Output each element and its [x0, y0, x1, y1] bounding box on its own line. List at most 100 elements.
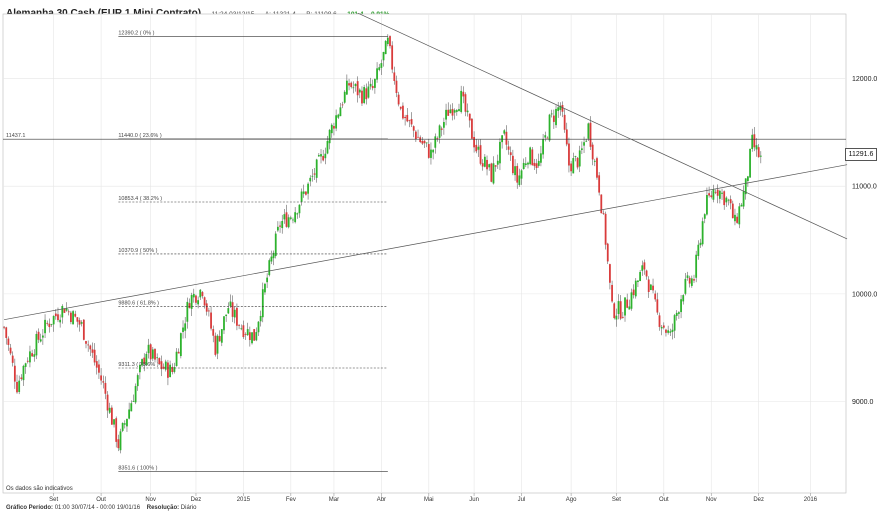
candle-up — [216, 335, 219, 354]
candle-up — [35, 333, 38, 356]
candle-down — [333, 126, 335, 129]
candle-down — [561, 105, 564, 112]
candle-down — [322, 155, 325, 161]
candle-up — [690, 278, 693, 286]
candle-down — [87, 344, 90, 346]
candle-up — [199, 289, 202, 298]
candle-up — [755, 145, 758, 150]
candle-up — [175, 351, 178, 367]
candle-down — [632, 289, 635, 296]
candle-up — [268, 260, 271, 276]
candle-down — [412, 126, 415, 131]
candle-up — [240, 328, 243, 330]
candle-up — [374, 78, 376, 88]
candle-up — [639, 272, 642, 282]
candle-up — [544, 135, 547, 138]
candle-down — [188, 303, 191, 309]
candle-up — [276, 226, 279, 231]
candle-up — [156, 357, 159, 359]
candle-up — [699, 242, 702, 246]
candle-up — [660, 326, 663, 329]
candle-up — [671, 329, 674, 332]
candle-down — [218, 336, 221, 342]
candle-up — [649, 284, 652, 291]
candle-up — [41, 335, 44, 338]
candle-up — [593, 160, 596, 162]
candle-down — [341, 104, 344, 106]
candle-down — [729, 199, 732, 204]
candle-down — [104, 382, 107, 394]
candle-up — [499, 141, 501, 164]
candle-up — [443, 122, 445, 128]
candle-down — [736, 216, 739, 223]
candle-down — [507, 146, 510, 150]
candle-down — [9, 347, 12, 354]
candle-down — [167, 362, 169, 378]
candle-down — [565, 129, 568, 145]
candle-up — [488, 164, 491, 168]
candle-up — [574, 156, 577, 157]
candle-up — [251, 332, 253, 344]
candle-down — [419, 137, 422, 142]
candle-up — [572, 158, 575, 174]
candle-up — [307, 183, 309, 194]
candle-up — [173, 367, 176, 372]
candle-down — [464, 94, 467, 112]
candle-up — [434, 136, 437, 148]
candle-down — [203, 297, 206, 306]
candle-up — [136, 375, 139, 387]
candle-down — [85, 341, 87, 344]
candle-down — [606, 243, 609, 262]
candle-down — [652, 285, 654, 291]
candle-down — [716, 189, 719, 196]
candle-up — [169, 364, 171, 378]
candle-up — [225, 314, 228, 316]
candle-up — [227, 308, 230, 314]
fib-level-label: 9311.3 ( 78.6% ) — [118, 362, 158, 368]
horizontal-level-label: 11437.1 — [6, 133, 25, 139]
candle-down — [37, 331, 40, 340]
candle-up — [274, 233, 277, 257]
candle-down — [70, 312, 72, 323]
candle-up — [132, 400, 135, 402]
price-chart[interactable]: 9000.0 10000.0 11000.0 12000.0 Set Out Nov Dez 2… — [0, 13, 880, 503]
candle-down — [3, 326, 5, 328]
candle-up — [557, 107, 560, 111]
candle-down — [406, 114, 409, 122]
candle-down — [414, 131, 417, 140]
x-tick-label: Nov — [145, 497, 156, 503]
x-tick-label: Out — [659, 497, 669, 503]
candle-down — [285, 212, 288, 227]
candle-down — [115, 418, 118, 442]
last-price-tag: 11291.6 — [845, 147, 877, 161]
candle-up — [718, 190, 721, 199]
candle-up — [548, 114, 551, 141]
candle-down — [20, 377, 23, 380]
candle-up — [50, 323, 53, 325]
candle-down — [244, 334, 247, 335]
candle-up — [33, 354, 36, 357]
candle-up — [518, 175, 521, 185]
candle-up — [369, 83, 372, 87]
candle-up — [294, 212, 297, 223]
candle-down — [475, 144, 478, 152]
candle-down — [238, 324, 240, 326]
candle-down — [154, 349, 156, 360]
candle-up — [580, 148, 583, 150]
candle-up — [186, 301, 189, 322]
candle-down — [160, 361, 163, 370]
candle-down — [389, 36, 391, 47]
candle-down — [658, 315, 661, 327]
candle-down — [149, 344, 152, 360]
candle-down — [643, 262, 646, 270]
candle-down — [395, 80, 398, 94]
candle-up — [384, 40, 387, 55]
candle-up — [747, 176, 749, 182]
candle-down — [313, 173, 316, 175]
candle-up — [430, 149, 432, 158]
fib-level-label: 9880.6 ( 61.8% ) — [118, 301, 159, 307]
candle-up — [39, 339, 42, 342]
candle-down — [731, 203, 734, 219]
candle-up — [246, 329, 249, 336]
candle-up — [386, 37, 389, 45]
